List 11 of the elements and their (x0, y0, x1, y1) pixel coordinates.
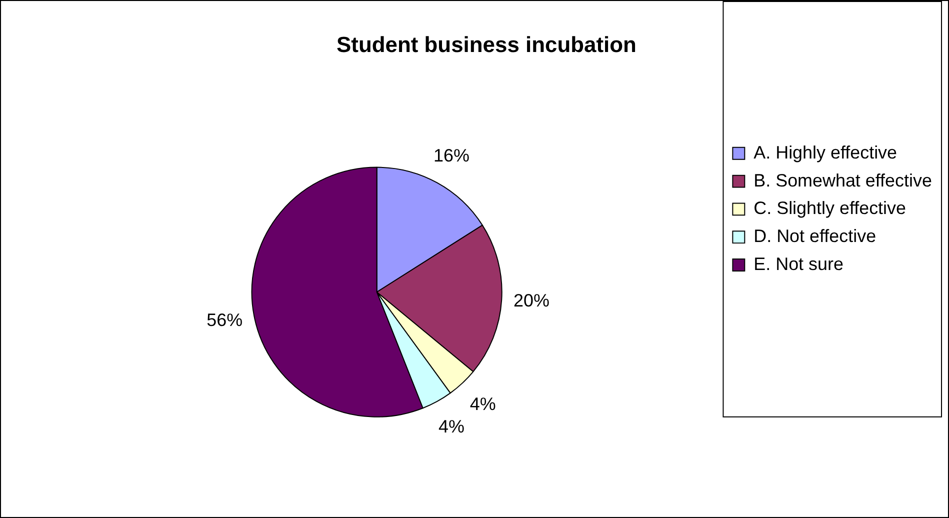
legend-label: E. Not sure (754, 254, 844, 274)
legend-label: B. Somewhat effective (754, 170, 932, 190)
data-label: 4% (438, 416, 465, 437)
legend-label: A. Highly effective (754, 142, 898, 162)
legend-label: C. Slightly effective (754, 198, 906, 218)
text: Student business incubation (336, 32, 636, 58)
legend-label: D. Not effective (754, 226, 876, 246)
data-label: 4% (470, 394, 496, 414)
data-label: 56% (206, 310, 243, 330)
data-label: 16% (434, 145, 470, 166)
data-label: 20% (514, 290, 550, 311)
